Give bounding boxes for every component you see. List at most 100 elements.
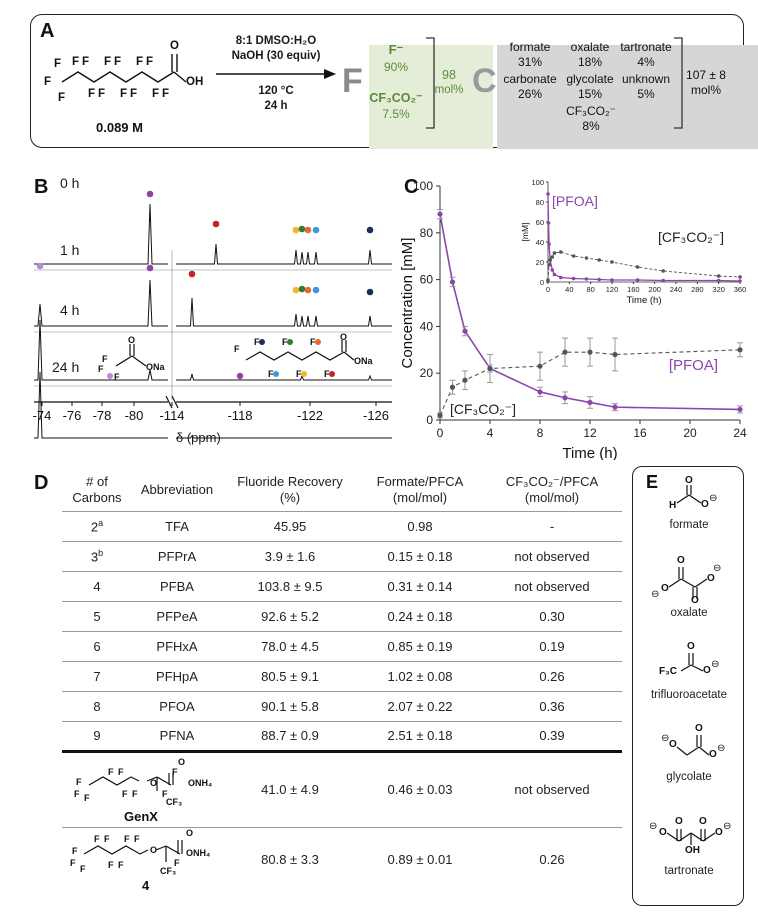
panel-letter-d: D — [34, 472, 49, 494]
inset-x-tick-label: 120 — [606, 285, 619, 294]
oxalate-structure — [668, 567, 708, 599]
atom-label: F — [76, 776, 82, 787]
peak-marker — [146, 190, 154, 198]
nmr-tick-label: -76 — [63, 408, 82, 423]
inset-x-axis-label: Time (h) — [626, 295, 661, 306]
time-label-4h: 4 h — [60, 302, 80, 318]
inset-y-tick-label: 60 — [536, 218, 544, 227]
atom-label: O — [675, 816, 683, 827]
y-tick-label: 40 — [420, 319, 434, 333]
inset-data-point — [661, 278, 665, 283]
inset-data-point — [552, 251, 557, 255]
pfoa-structure — [61, 54, 187, 83]
x-tick-label: 20 — [683, 426, 697, 440]
footnote-marker: a — [98, 517, 104, 528]
inset-y-axis-label: [mM] — [520, 223, 530, 242]
atom-label: F — [124, 833, 130, 844]
atom-label: F — [74, 788, 80, 799]
atom-label: F — [102, 354, 108, 364]
panel-letter-e: E — [646, 472, 659, 492]
f-total-value: 98 — [442, 68, 456, 82]
c-item-value: 18% — [577, 55, 603, 69]
cell-formate: 2.07 ± 0.22 — [358, 690, 482, 721]
atom-label: F — [136, 56, 144, 68]
carbons-value: 9 — [93, 728, 101, 743]
oxalate-label: oxalate — [670, 607, 708, 619]
atom-label: O — [340, 332, 348, 342]
c-item-trifluoroacetate: CF₃CO₂⁻ 8% — [556, 104, 626, 134]
y-tick-label: 0 — [426, 413, 433, 427]
inset-data-point — [547, 263, 551, 267]
peak-marker — [212, 220, 220, 228]
inset-data-point — [661, 269, 665, 273]
nmr-axis-ticks: -74 -76 -78 -80 -114 -118 -122 -126 — [33, 402, 389, 423]
footnote-marker: b — [98, 547, 104, 558]
cell-carbons: 9 — [62, 720, 132, 751]
header-carbons: # of Carbons — [62, 467, 132, 511]
cell-formate: 0.24 ± 0.18 — [358, 600, 482, 631]
inset-data-point — [738, 275, 742, 279]
cell-abbreviation: PFNA — [132, 720, 222, 751]
tfa-atom-labels: F F F O ONa — [90, 335, 180, 388]
header-text: (%) — [279, 489, 301, 505]
formate-atoms: H O O ⊖ — [663, 475, 723, 519]
atom-label: F₃C — [659, 666, 677, 677]
inset-data-point — [550, 268, 555, 272]
inset-data-point — [610, 278, 614, 282]
cell-abbreviation: PFOA — [132, 690, 222, 721]
atom-label: O — [178, 756, 186, 767]
cell-formate: 0.85 ± 0.19 — [358, 630, 482, 661]
trifluoroacetate-atoms: F₃C O O ⊖ — [659, 641, 729, 685]
atom-label: O — [661, 583, 669, 594]
charge-label: ⊖ — [713, 563, 722, 574]
atom-label: F — [254, 337, 260, 347]
tfa-f-value: 7.5% — [382, 107, 410, 121]
condition-time: 24 h — [264, 100, 288, 112]
c-item-tartronate: tartronate 4% — [616, 40, 676, 70]
inset-data-point — [559, 250, 563, 254]
cell-carbons: 7 — [62, 660, 132, 691]
charge-label: ⊖ — [717, 743, 726, 754]
cell-abbreviation: PFHxA — [132, 630, 222, 661]
peak-marker — [312, 286, 320, 294]
nmr-trace-left — [34, 371, 168, 439]
cell-fluoride: 92.6 ± 5.2 — [222, 600, 358, 631]
atom-label: F — [72, 845, 78, 856]
atom-label: O — [128, 335, 136, 345]
c-bracket — [674, 37, 683, 129]
trifluoroacetate-label: trifluoroacetate — [650, 689, 728, 701]
tfa-structure — [107, 344, 147, 379]
cell-formate: 0.98 — [358, 510, 482, 541]
y-tick-label: 60 — [420, 273, 434, 287]
cell-abbreviation: TFA — [132, 510, 222, 541]
nmr-tick-label: -78 — [93, 408, 112, 423]
x-axis-label: Time (h) — [562, 445, 617, 460]
panel-a — [30, 14, 758, 149]
fluoride-label: F⁻ — [388, 42, 404, 57]
carbons-value: 4 — [93, 578, 101, 594]
atom-label: O — [669, 739, 677, 750]
charge-label: ⊖ — [651, 589, 660, 600]
c-item-oxalate: oxalate 18% — [560, 40, 620, 70]
carbons-value: 5 — [93, 608, 101, 624]
compound-4-name: 4 — [142, 877, 150, 893]
formate-structure — [676, 485, 702, 504]
atom-label: F — [118, 766, 124, 777]
atom-label: F — [172, 766, 178, 777]
atom-label: O — [691, 595, 699, 606]
c-item-name: tartronate — [620, 40, 672, 54]
atom-label: O — [687, 641, 695, 652]
inset-data-point — [559, 275, 563, 280]
atom-label: O — [150, 777, 158, 788]
pfoa-colored-atom-labels: F F F F F F F O ONa — [232, 332, 382, 386]
pfoa-atom-labels: F F F F F F F F F F F F F F F O OH — [36, 36, 216, 126]
cell-cf3: not observed — [482, 570, 622, 601]
reaction-conditions-top: 8:1 DMSO:H₂O NaOH (30 equiv) — [214, 34, 338, 64]
y-tick-label: 80 — [420, 226, 434, 240]
carbons-value: 8 — [93, 698, 101, 714]
atom-label: F — [134, 833, 140, 844]
inset-data-point — [597, 258, 601, 262]
data-point — [612, 351, 618, 358]
data-point — [449, 279, 456, 285]
